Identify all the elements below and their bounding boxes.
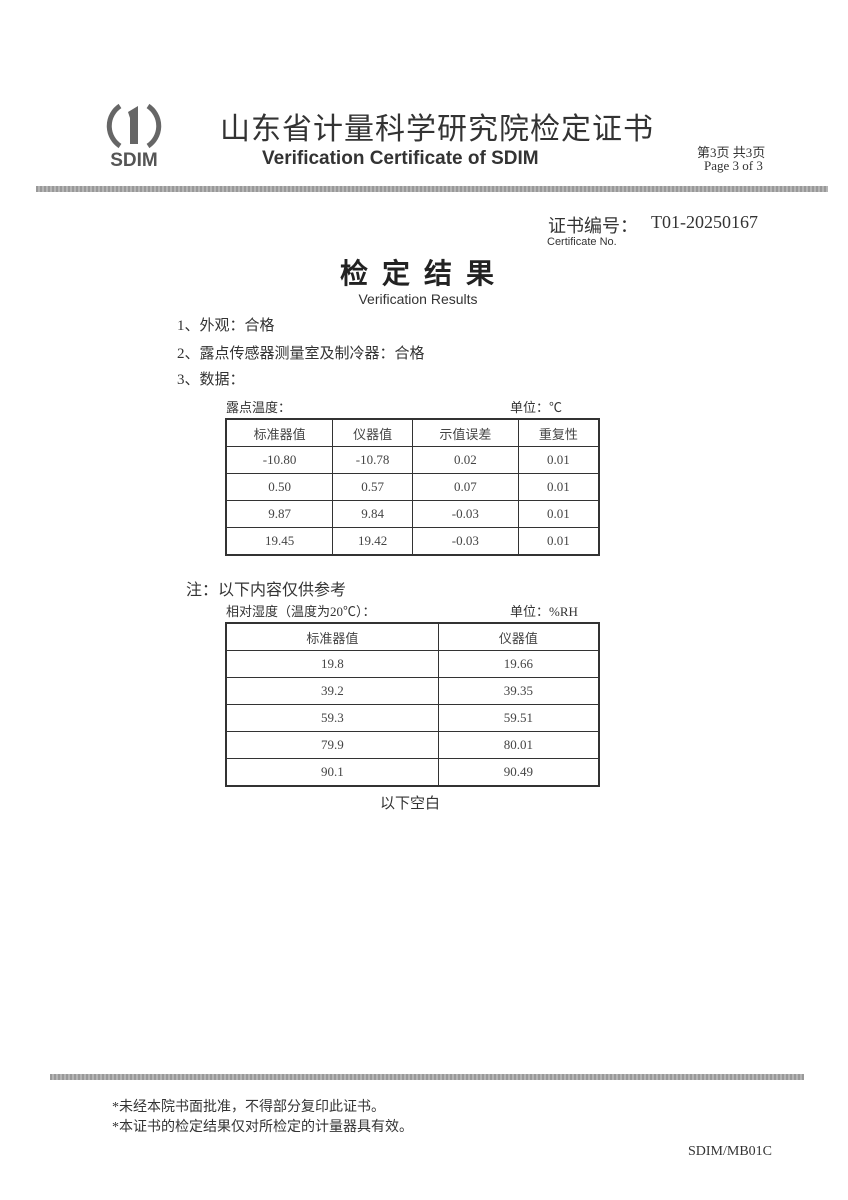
cell: 19.45 [225, 527, 334, 556]
cell: 79.9 [225, 731, 439, 759]
table1-unit: 单位：℃ [510, 400, 563, 415]
sdim-logo: SDIM [100, 98, 168, 171]
table-row: 19.8 19.66 [225, 650, 600, 678]
header-cell: 仪器值 [437, 622, 600, 651]
table-row: 59.3 59.51 [225, 704, 600, 732]
footer-note-2: *本证书的检定结果仅对所检定的计量器具有效。 [112, 1120, 413, 1135]
cell: 0.57 [332, 473, 413, 501]
footer-note-1: *未经本院书面批准，不得部分复印此证书。 [112, 1100, 385, 1115]
item-data: 3、数据： [177, 372, 245, 388]
footer-divider [50, 1074, 804, 1080]
cell: 0.01 [517, 500, 600, 528]
table-header-row: 标准器值 仪器值 [225, 622, 600, 651]
cell: 0.01 [517, 527, 600, 556]
table-header-row: 标准器值 仪器值 示值误差 重复性 [225, 418, 600, 447]
cell: 0.01 [517, 446, 600, 474]
certificate-label-en: Certificate No. [547, 236, 617, 248]
cell: 90.1 [225, 758, 439, 787]
item-sensor: 2、露点传感器测量室及制冷器：合格 [177, 346, 425, 362]
header-cell: 重复性 [517, 418, 600, 447]
cell: 59.51 [437, 704, 600, 732]
item-appearance: 1、外观：合格 [177, 318, 275, 334]
results-title: 检定结果 [339, 259, 508, 290]
page-number-en: Page 3 of 3 [704, 158, 763, 173]
reference-note: 注：以下内容仅供参考 [186, 582, 347, 599]
table-row: 90.1 90.49 [225, 758, 600, 787]
end-marker: 以下空白 [380, 796, 441, 812]
certificate-label: 证书编号： [548, 216, 638, 236]
cell: 80.01 [437, 731, 600, 759]
cell: 39.2 [225, 677, 439, 705]
cell: -10.78 [332, 446, 413, 474]
results-title-en: Verification Results [358, 291, 478, 307]
cell: 19.66 [437, 650, 600, 678]
header-divider [36, 186, 828, 192]
table-row: -10.80 -10.78 0.02 0.01 [225, 446, 600, 474]
table-row: 0.50 0.57 0.07 0.01 [225, 473, 600, 501]
certificate-number: T01-20250167 [651, 212, 758, 232]
cell: 90.49 [437, 758, 600, 787]
cell: 0.07 [411, 473, 519, 501]
cell: -0.03 [411, 527, 519, 556]
title-en: Verification Certificate of SDIM [262, 148, 539, 169]
cell: 0.50 [225, 473, 334, 501]
cell: 9.84 [332, 500, 413, 528]
header-cell: 标准器值 [225, 622, 439, 651]
table-row: 79.9 80.01 [225, 731, 600, 759]
cell: 9.87 [225, 500, 334, 528]
humidity-table: 标准器值 仪器值 19.8 19.66 39.2 39.35 59.3 59.51 79… [225, 622, 600, 787]
table-row: 19.45 19.42 -0.03 0.01 [225, 527, 600, 556]
cell: 19.42 [332, 527, 413, 556]
page-number-cn: 第3页 共3页 [697, 145, 766, 160]
header-cell: 仪器值 [332, 418, 413, 447]
svg-text:SDIM: SDIM [110, 150, 158, 170]
table2-unit: 单位：%RH [510, 604, 578, 619]
header-cell: 标准器值 [225, 418, 334, 447]
cell: 19.8 [225, 650, 439, 678]
cell: 39.35 [437, 677, 600, 705]
cell: -0.03 [411, 500, 519, 528]
cell: 0.02 [411, 446, 519, 474]
cell: 59.3 [225, 704, 439, 732]
form-code: SDIM/MB01C [688, 1144, 773, 1159]
table-row: 39.2 39.35 [225, 677, 600, 705]
table2-caption: 相对湿度（温度为20℃）： [226, 604, 376, 619]
dew-point-table: 标准器值 仪器值 示值误差 重复性 -10.80 -10.78 0.02 0.01 0… [225, 418, 600, 556]
header-cell: 示值误差 [411, 418, 519, 447]
title-cn: 山东省计量科学研究院检定证书 [220, 113, 654, 146]
cell: 0.01 [517, 473, 600, 501]
cell: -10.80 [225, 446, 334, 474]
table-row: 9.87 9.84 -0.03 0.01 [225, 500, 600, 528]
table1-caption: 露点温度： [226, 400, 292, 415]
